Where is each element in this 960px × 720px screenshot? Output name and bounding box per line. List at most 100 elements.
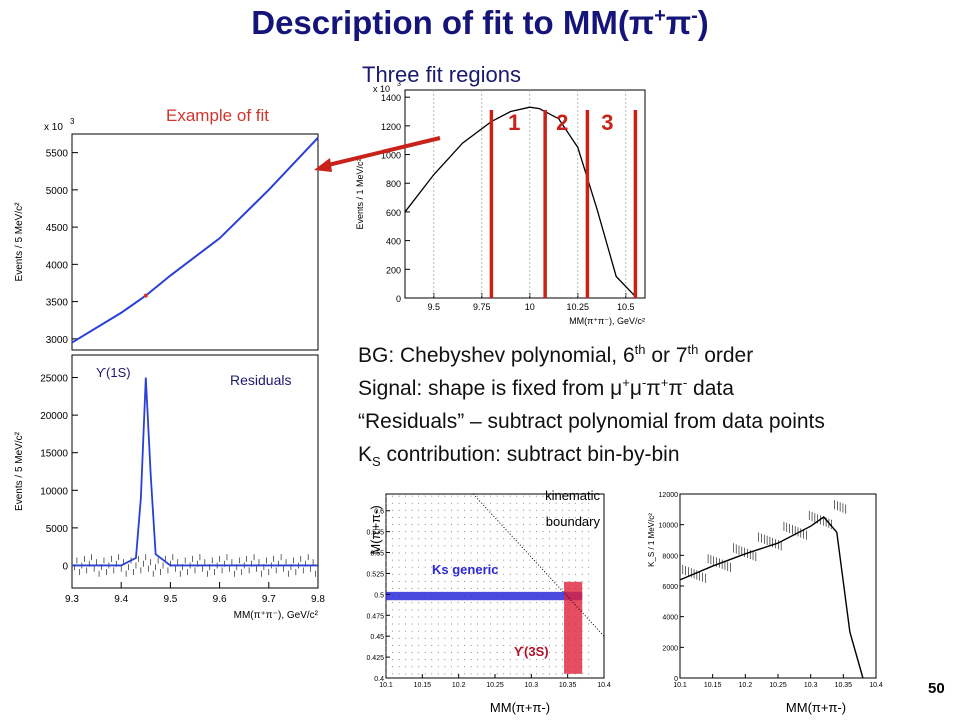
scatter-dot — [392, 545, 394, 547]
scatter-dot — [542, 588, 544, 590]
scatter-dot — [568, 580, 570, 582]
scatter-dot — [542, 623, 544, 625]
scatter-dot — [470, 659, 472, 661]
scatter-dot — [463, 623, 465, 625]
scatter-dot — [555, 538, 557, 540]
scatter-dot — [562, 602, 564, 604]
scatter-dot — [431, 659, 433, 661]
scatter-dot — [483, 673, 485, 675]
y-tick-label: 8000 — [662, 553, 678, 560]
scatter-dot — [535, 566, 537, 568]
scatter-dot — [516, 666, 518, 668]
scatter-dot — [431, 495, 433, 497]
scatter-dot — [503, 630, 505, 632]
scatter-dot — [444, 573, 446, 575]
scatter-dot — [522, 666, 524, 668]
scatter-dot — [411, 651, 413, 653]
scatter-dot — [444, 580, 446, 582]
scatter-dot — [450, 531, 452, 533]
scatter-dot — [496, 559, 498, 561]
scatter-dot — [516, 630, 518, 632]
scatter-dot — [450, 609, 452, 611]
scatter-dot — [444, 524, 446, 526]
scatter-dot — [418, 566, 420, 568]
scatter-dot — [463, 552, 465, 554]
scatter-dot — [503, 573, 505, 575]
scatter-dot — [437, 623, 439, 625]
scatter-dot — [457, 573, 459, 575]
scatter-dot — [463, 588, 465, 590]
scatter-dot — [392, 566, 394, 568]
scatter-dot — [490, 644, 492, 646]
scatter-dot — [549, 666, 550, 668]
scatter-dot — [477, 580, 479, 582]
scatter-dot — [490, 580, 492, 582]
scatter-dot — [490, 524, 492, 526]
scatter-dot — [549, 609, 550, 611]
scatter-dot — [392, 524, 394, 526]
scatter-dot — [398, 651, 400, 653]
x-tick-label: 10.35 — [559, 682, 577, 689]
scatter-dot — [418, 545, 420, 547]
y-tick-label: 0 — [674, 676, 678, 683]
scatter-dot — [509, 588, 511, 590]
scatter-dot — [562, 588, 564, 590]
scatter-dot — [405, 545, 407, 547]
scatter-dot — [490, 531, 492, 533]
scatter-dot — [555, 616, 557, 618]
scatter-dot — [470, 616, 472, 618]
fit-curve — [71, 137, 319, 344]
scatter-dot — [398, 573, 400, 575]
scatter-dot — [424, 502, 426, 504]
scatter-dot — [542, 516, 544, 518]
scatter-dot — [483, 651, 485, 653]
scatter-dot — [516, 495, 518, 497]
x-tick-label: 10.4 — [597, 682, 611, 689]
scatter-dot — [588, 566, 590, 568]
scatter-dot — [568, 566, 570, 568]
scatter-dot — [562, 545, 564, 547]
x-axis-label: MM(π⁺π⁻), GeV/c² — [569, 316, 645, 326]
scatter-dot — [463, 609, 465, 611]
pointer-arrow — [314, 136, 441, 172]
bullet-ks: KS contribution: subtract bin-by-bin — [358, 443, 680, 470]
scatter-dot — [470, 516, 472, 518]
region-label: 1 — [508, 110, 520, 135]
scatter-dot — [483, 516, 485, 518]
scatter-dot — [437, 644, 439, 646]
scatter-dot — [496, 552, 498, 554]
scatter-dot — [490, 509, 492, 511]
scatter-dot — [470, 495, 472, 497]
scatter-dot — [496, 502, 498, 504]
res-frame — [71, 354, 319, 589]
scatter-dot — [463, 602, 465, 604]
scatter-dot — [398, 566, 400, 568]
scatter-dot — [470, 637, 472, 639]
scatter-dot — [392, 616, 394, 618]
scatter-dot — [457, 602, 459, 604]
scatter-dot — [509, 602, 511, 604]
x-tick-label: 10.15 — [704, 682, 722, 689]
scatter-dot — [490, 659, 492, 661]
scatter-dot — [463, 566, 465, 568]
scatter-dot — [483, 531, 485, 533]
scatter-dot — [392, 552, 394, 554]
y-tick-label: 10000 — [40, 486, 68, 497]
scatter-dot — [392, 651, 394, 653]
scatter-dot — [542, 659, 544, 661]
y-tick-label: 15000 — [40, 449, 68, 460]
scatter-dot — [490, 566, 492, 568]
y-tick-label: 0.475 — [366, 613, 384, 620]
scatter-dot — [509, 516, 511, 518]
scatter-dot — [516, 602, 518, 604]
y-axis-label: Events / 5 MeV/c² — [14, 431, 25, 511]
scatter-dot — [405, 552, 407, 554]
scatter-dot — [575, 531, 577, 533]
y-tick-label: 4000 — [46, 260, 69, 271]
scatter-dot — [503, 538, 505, 540]
scatter-dot — [411, 573, 413, 575]
scatter-dot — [477, 516, 479, 518]
scatter-dot — [496, 509, 498, 511]
scatter-dot — [405, 609, 407, 611]
scatter-dot — [509, 637, 511, 639]
